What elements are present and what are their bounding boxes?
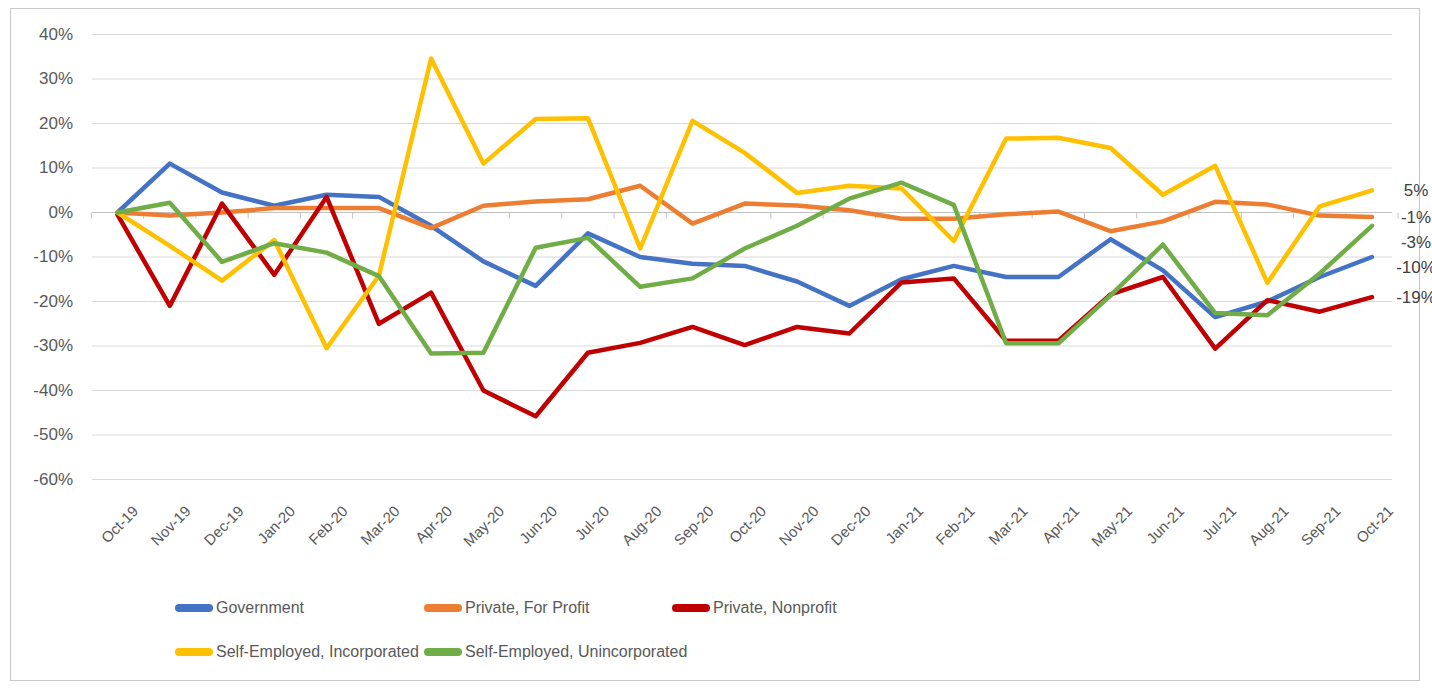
plot-area [0,0,1432,691]
series-end-label: 5% [1388,181,1432,201]
y-axis-label: 10% [0,158,73,178]
y-axis-label: -40% [0,381,73,401]
line-chart: 40%30%20%10%0%-10%-20%-30%-40%-50%-60% O… [0,0,1432,691]
series-end-label: -10% [1388,258,1432,278]
legend-item-private-nonprofit: Private, Nonprofit [672,598,837,618]
y-axis-label: 20% [0,114,73,134]
legend-marker [424,648,462,656]
series-end-label: -1% [1388,208,1432,228]
y-axis-label: -50% [0,425,73,445]
legend-marker [672,604,710,612]
legend-label: Self-Employed, Incorporated [216,643,419,661]
series-end-label: -3% [1388,233,1432,253]
legend-marker [424,604,462,612]
legend-label: Private, Nonprofit [713,599,837,617]
legend-item-private-for-profit: Private, For Profit [424,598,589,618]
series-end-label: -19% [1388,288,1432,308]
y-axis-label: 0% [0,203,73,223]
legend-item-self-employed-unincorporated: Self-Employed, Unincorporated [424,642,687,662]
legend-item-self-employed-incorporated: Self-Employed, Incorporated [175,642,419,662]
y-axis-label: -10% [0,247,73,267]
legend-label: Private, For Profit [465,599,589,617]
legend-label: Government [216,599,304,617]
legend-marker [175,604,213,612]
y-axis-label: -60% [0,470,73,490]
series-line-government [118,164,1373,318]
legend-label: Self-Employed, Unincorporated [465,643,687,661]
y-axis-label: -30% [0,336,73,356]
y-axis-label: -20% [0,292,73,312]
legend-item-government: Government [175,598,304,618]
y-axis-label: 30% [0,69,73,89]
y-axis-label: 40% [0,25,73,45]
legend-marker [175,648,213,656]
